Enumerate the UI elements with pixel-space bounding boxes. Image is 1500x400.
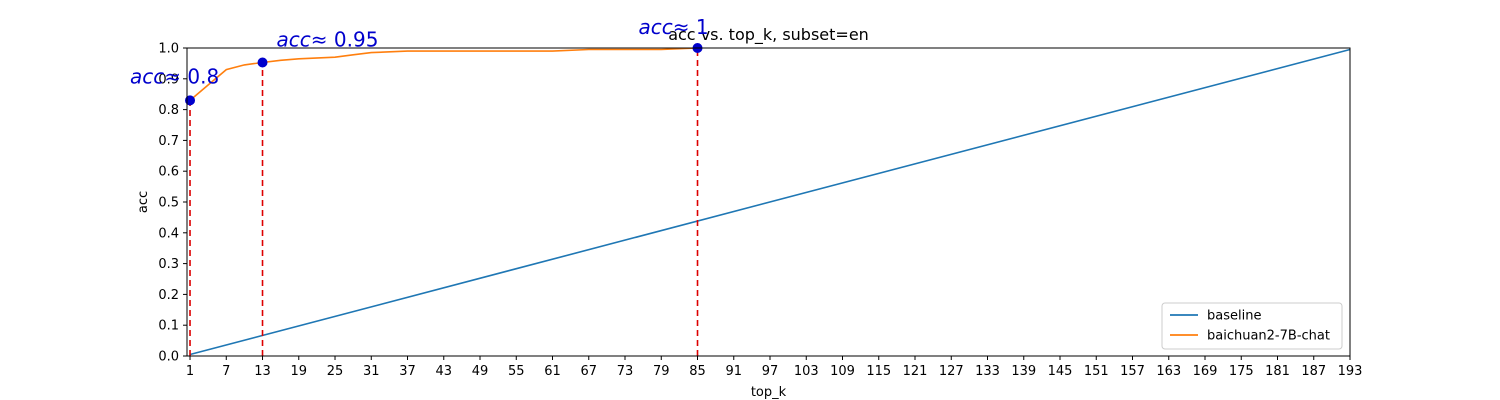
x-tick-label: 85: [689, 364, 706, 379]
vlines-layer: [189, 48, 699, 356]
x-tick-label: 127: [939, 364, 964, 379]
legend-entry-label: baichuan2-7B-chat: [1207, 329, 1330, 344]
x-tick-label: 175: [1229, 364, 1254, 379]
x-tick-label: 133: [975, 364, 1000, 379]
x-tick-label: 97: [762, 364, 779, 379]
lines-layer: [189, 47, 1351, 356]
x-tick-label: 73: [617, 364, 634, 379]
x-tick-label: 19: [290, 364, 307, 379]
y-tick-label: 0.5: [158, 196, 179, 211]
y-tick-label: 0.2: [158, 288, 179, 303]
x-tick-label: 25: [327, 364, 344, 379]
x-tick-label: 187: [1301, 364, 1326, 379]
x-tick-label: 61: [544, 364, 561, 379]
legend: baseline baichuan2-7B-chat: [1161, 302, 1343, 350]
y-tick-label: 0.4: [158, 226, 179, 241]
annotation-label: acc≈ 0.95: [277, 27, 379, 51]
y-tick-label: 1.0: [158, 42, 179, 57]
x-tick-label: 37: [399, 364, 416, 379]
chart-title: acc vs. top_k, subset=en: [668, 25, 869, 45]
x-tick-label: 157: [1120, 364, 1145, 379]
x-tick-label: 49: [472, 364, 489, 379]
y-tick-label: 0.1: [158, 319, 179, 334]
x-tick-label: 139: [1011, 364, 1036, 379]
y-tick-label: 0.9: [158, 72, 179, 87]
y-tick-label: 0.0: [158, 350, 179, 365]
y-axis-label: acc: [136, 191, 151, 213]
annotation-label: acc≈ 0.8: [130, 64, 219, 88]
x-tick-label: 7: [222, 364, 230, 379]
x-tick-label: 1: [186, 364, 194, 379]
x-tick-label: 193: [1338, 364, 1363, 379]
x-tick-label: 109: [830, 364, 855, 379]
annotations-layer: acc≈ 0.8 acc≈ 0.95 acc≈ 1: [130, 15, 709, 88]
point-marker-1: [257, 57, 268, 68]
x-axis-label: top_k: [751, 385, 787, 400]
x-tick-label: 115: [866, 364, 891, 379]
series-line-0: [189, 48, 1351, 356]
x-tick-label: 163: [1156, 364, 1181, 379]
annotation-label: acc≈ 1: [639, 15, 709, 39]
x-tick-label: 31: [363, 364, 380, 379]
x-tick-label: 169: [1193, 364, 1218, 379]
series-line-1: [189, 47, 698, 102]
x-axis-ticks: 1 7 13 19 25 31 37 43 49 55 61 67 73 79 85 91 97 103 109 11…: [186, 356, 1363, 379]
x-tick-label: 55: [508, 364, 525, 379]
x-tick-label: 103: [794, 364, 819, 379]
x-tick-label: 181: [1265, 364, 1290, 379]
point-marker-0: [185, 95, 196, 106]
x-tick-label: 13: [254, 364, 271, 379]
x-tick-label: 79: [653, 364, 670, 379]
y-tick-label: 0.8: [158, 103, 179, 118]
markers-layer: [185, 43, 703, 106]
y-tick-label: 0.6: [158, 165, 179, 180]
x-tick-label: 91: [725, 364, 742, 379]
x-tick-label: 145: [1048, 364, 1073, 379]
y-tick-label: 0.7: [158, 134, 179, 149]
legend-box: [1161, 302, 1343, 350]
x-tick-label: 43: [435, 364, 452, 379]
y-axis-ticks: 0.0 0.1 0.2 0.3 0.4 0.5 0.6 0.7 0.8 0.9 1.0: [158, 42, 187, 365]
x-tick-label: 121: [903, 364, 928, 379]
x-tick-label: 67: [580, 364, 597, 379]
x-tick-label: 151: [1084, 364, 1109, 379]
y-tick-label: 0.3: [158, 257, 179, 272]
legend-entry-label: baseline: [1207, 309, 1261, 324]
